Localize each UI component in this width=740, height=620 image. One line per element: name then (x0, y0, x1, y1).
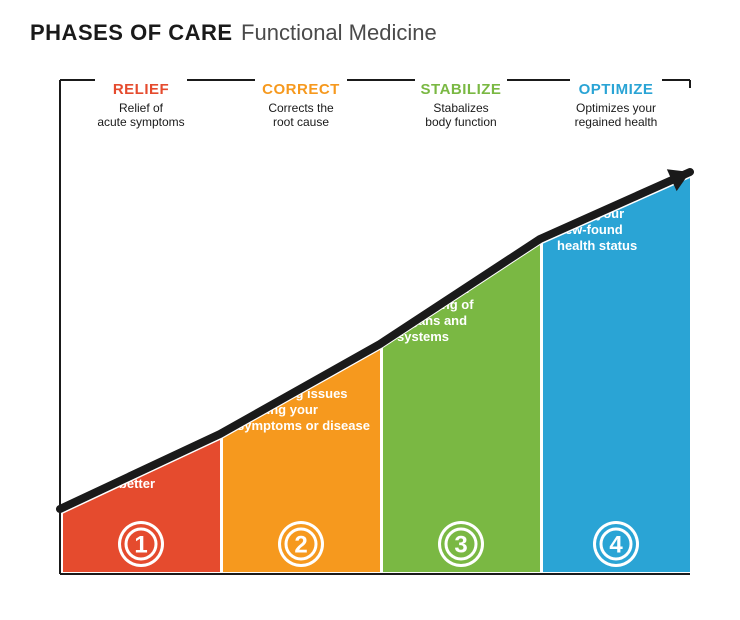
phase-sub-relief: Relief of (119, 101, 164, 115)
phase-label-relief: RELIEF (113, 81, 169, 98)
phase-num-correct: 2 (294, 532, 307, 559)
chart-svg: RELIEF Relief ofacute symptoms CORRECT Corr… (30, 54, 710, 594)
page-title: PHASES OF CARE Functional Medicine (30, 20, 710, 46)
phase-sub-correct: Corrects the (268, 101, 334, 115)
phase-num-relief: 1 (134, 532, 147, 559)
phase-sub2-relief: acute symptoms (97, 115, 184, 129)
phases-chart: RELIEF Relief ofacute symptoms CORRECT Corr… (30, 54, 710, 594)
phase-num-optimize: 4 (609, 532, 623, 559)
phase-label-optimize: OPTIMIZE (579, 81, 654, 98)
title-bold: PHASES OF CARE (30, 20, 233, 45)
phase-sub2-correct: root cause (273, 115, 329, 129)
phase-label-correct: CORRECT (262, 81, 340, 98)
phase-sub-optimize: Optimizes your (576, 101, 656, 115)
phase-sub-stabilize: Stabalizes (433, 101, 488, 115)
phase-sub2-optimize: regained health (575, 115, 658, 129)
phase-label-stabilize: STABILIZE (421, 81, 502, 98)
title-sub: Functional Medicine (241, 20, 437, 45)
phase-sub2-stabilize: body function (425, 115, 496, 129)
phase-num-stabilize: 3 (454, 532, 467, 559)
